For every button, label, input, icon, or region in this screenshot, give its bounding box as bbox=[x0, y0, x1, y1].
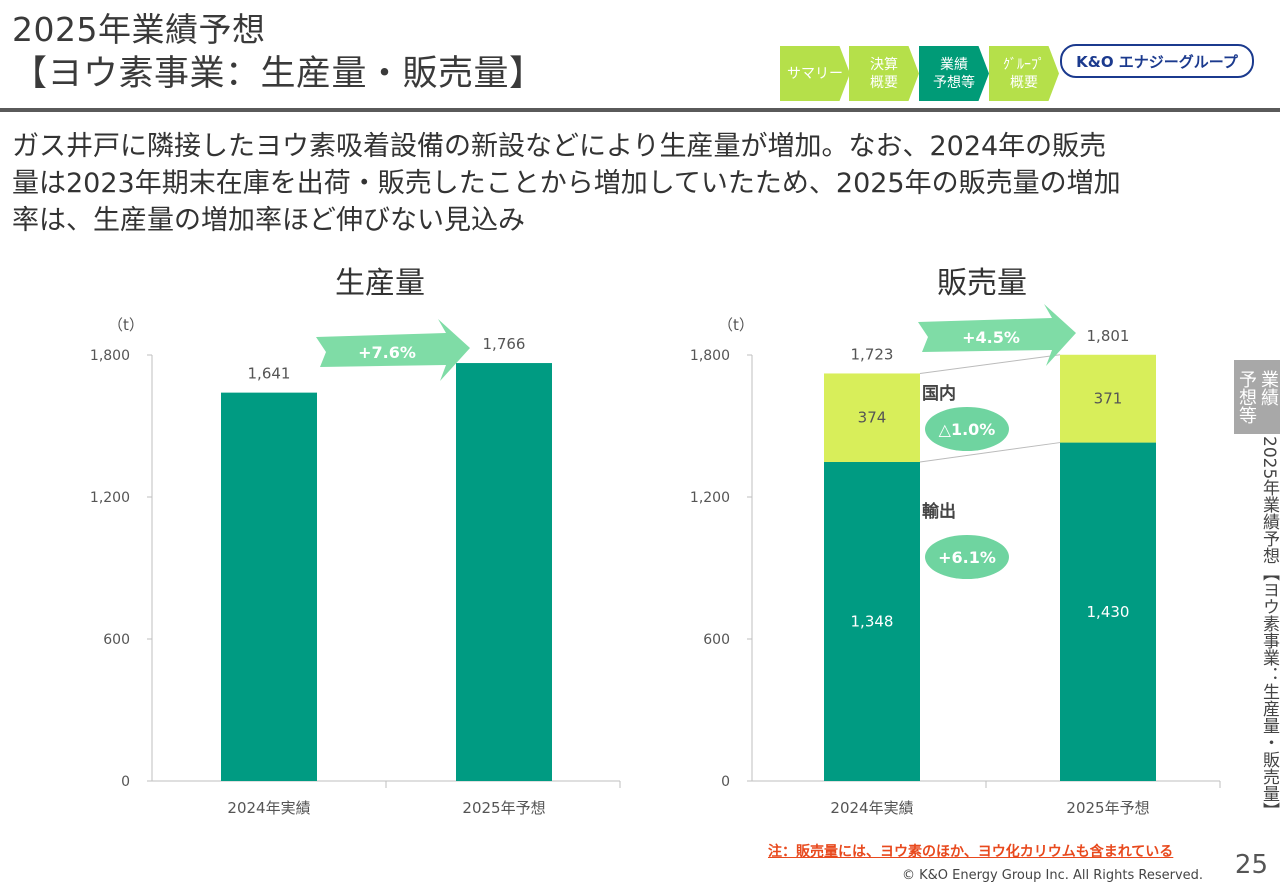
y-tick-label: 600 bbox=[103, 632, 130, 648]
nav-group[interactable]: ｸﾞﾙｰﾌﾟ 概要 bbox=[989, 46, 1059, 101]
nav-forecast[interactable]: 業績 予想等 bbox=[919, 46, 989, 101]
total-value-label: 1,801 bbox=[1087, 327, 1130, 345]
y-tick-label: 0 bbox=[121, 774, 130, 790]
export-series-label: 輸出 bbox=[922, 501, 956, 522]
page-title-line1: 2025年業績予想 bbox=[12, 10, 266, 49]
footnote: 注：販売量には、ヨウ素のほか、ヨウ化カリウムも含まれている bbox=[768, 844, 1174, 860]
production-chart: 0 600 1,200 1,800 2024年実績 2025年予想 （t） 1,641 1,76… bbox=[90, 316, 621, 817]
company-logo: K&O エナジーグループ bbox=[1060, 44, 1254, 78]
total-value-label: 1,723 bbox=[851, 345, 894, 363]
production-bar bbox=[456, 363, 552, 781]
unit-label: （t） bbox=[718, 316, 754, 334]
nav-results[interactable]: 決算 概要 bbox=[849, 46, 919, 101]
domestic-value-label: 374 bbox=[858, 409, 887, 427]
page-title-line2: 【ヨウ素事業：生産量・販売量】 bbox=[12, 54, 545, 94]
growth-arrow bbox=[316, 319, 470, 381]
domestic-growth-label: △1.0% bbox=[939, 420, 996, 439]
nav-summary[interactable]: サマリー bbox=[780, 46, 850, 101]
x-tick-label: 2025年予想 bbox=[462, 799, 545, 817]
lead-line: 率は、生産量の増加率ほど伸びない見込み bbox=[12, 205, 525, 236]
y-tick-label: 1,200 bbox=[90, 490, 130, 506]
growth-label: +4.5% bbox=[962, 328, 1020, 347]
lead-line: 量は2023年期末在庫を出荷・販売したことから増加していたため、2025年の販売… bbox=[12, 168, 1121, 199]
growth-label: +7.6% bbox=[358, 343, 416, 362]
export-bar-segment bbox=[1060, 442, 1156, 781]
side-label: 2025年業績予想【ヨウ素事業：生産量・販売量】 bbox=[1259, 436, 1279, 820]
connector-line bbox=[919, 442, 1061, 463]
x-tick-label: 2024年実績 bbox=[227, 799, 310, 817]
bar-value-label: 1,766 bbox=[483, 335, 526, 353]
copyright: © K&O Energy Group Inc. All Rights Reser… bbox=[902, 868, 1204, 883]
connector-line bbox=[919, 354, 1061, 374]
side-tab: 業績 予想等 bbox=[1234, 360, 1280, 434]
production-chart-title: 生産量 bbox=[335, 266, 425, 301]
header-divider bbox=[0, 108, 1280, 112]
y-tick-label: 1,200 bbox=[690, 490, 730, 506]
growth-arrow bbox=[918, 304, 1076, 366]
production-bar bbox=[221, 392, 317, 781]
lead-line: ガス井戸に隣接したヨウ素吸着設備の新設などにより生産量が増加。なお、2024年の… bbox=[12, 131, 1107, 162]
y-tick-label: 0 bbox=[721, 774, 730, 790]
bar-value-label: 1,641 bbox=[248, 365, 291, 383]
export-value-label: 1,430 bbox=[1087, 603, 1130, 621]
side-index: 業績 予想等 2025年業績予想【ヨウ素事業：生産量・販売量】 bbox=[1234, 360, 1280, 820]
domestic-value-label: 371 bbox=[1094, 390, 1123, 408]
domestic-bar-segment bbox=[1060, 354, 1156, 443]
domestic-series-label: 国内 bbox=[922, 383, 956, 404]
export-growth-label: +6.1% bbox=[938, 548, 996, 567]
unit-label: （t） bbox=[108, 316, 144, 334]
y-tick-label: 600 bbox=[703, 632, 730, 648]
growth-oval bbox=[925, 407, 1009, 451]
export-bar-segment bbox=[824, 461, 920, 781]
lead-text: ガス井戸に隣接したヨウ素吸着設備の新設などにより生産量が増加。なお、2024年の… bbox=[12, 128, 1252, 239]
page-title: 2025年業績予想 【ヨウ素事業：生産量・販売量】 bbox=[12, 8, 545, 96]
x-tick-label: 2024年実績 bbox=[830, 799, 913, 817]
y-tick-label: 1,800 bbox=[690, 348, 730, 364]
domestic-bar-segment bbox=[824, 373, 920, 462]
y-tick-label: 1,800 bbox=[90, 348, 130, 364]
sales-chart: 0 600 1,200 1,800 2024年実績 2025年予想 （t） 1,348 374 1… bbox=[690, 304, 1221, 817]
growth-oval bbox=[925, 535, 1009, 579]
sales-chart-title: 販売量 bbox=[937, 266, 1027, 301]
export-value-label: 1,348 bbox=[851, 612, 894, 630]
x-tick-label: 2025年予想 bbox=[1066, 799, 1149, 817]
page-number: 25 bbox=[1234, 850, 1268, 880]
